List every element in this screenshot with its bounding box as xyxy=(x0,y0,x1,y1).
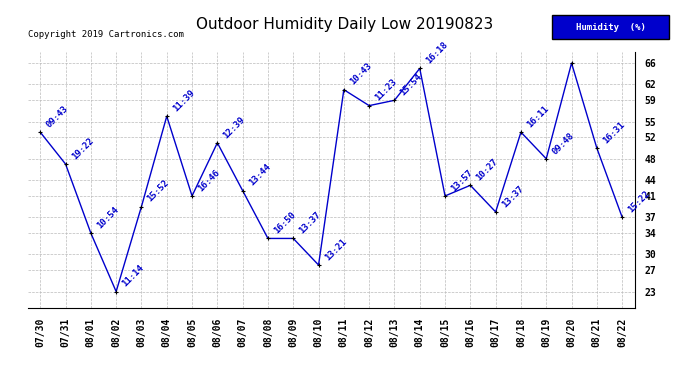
Point xyxy=(515,129,526,135)
Point xyxy=(161,113,172,119)
Text: 15:22: 15:22 xyxy=(627,189,651,214)
Point xyxy=(490,209,501,215)
Text: 10:43: 10:43 xyxy=(348,62,373,87)
Text: 15:52: 15:52 xyxy=(146,178,171,204)
Point xyxy=(262,236,273,242)
Text: 16:31: 16:31 xyxy=(601,120,627,146)
Text: 13:44: 13:44 xyxy=(247,162,272,188)
Point xyxy=(338,87,349,93)
Point xyxy=(60,161,71,167)
Text: 16:50: 16:50 xyxy=(272,210,297,236)
Text: 09:48: 09:48 xyxy=(551,130,575,156)
Point xyxy=(212,140,223,146)
Text: 11:14: 11:14 xyxy=(120,263,146,289)
Text: 09:43: 09:43 xyxy=(44,104,70,129)
Point xyxy=(566,60,577,66)
Point xyxy=(389,97,400,103)
Text: Outdoor Humidity Daily Low 20190823: Outdoor Humidity Daily Low 20190823 xyxy=(197,17,493,32)
Text: 13:37: 13:37 xyxy=(297,210,323,236)
Point xyxy=(288,236,299,242)
Text: 13:57: 13:57 xyxy=(449,168,475,193)
Point xyxy=(364,103,375,109)
Text: 10:54: 10:54 xyxy=(95,205,120,230)
Point xyxy=(136,204,147,210)
Text: 11:23: 11:23 xyxy=(373,78,399,103)
Point xyxy=(541,156,552,162)
Point xyxy=(110,289,121,295)
Point xyxy=(465,182,476,188)
Text: 15:54: 15:54 xyxy=(399,72,424,98)
Text: 11:39: 11:39 xyxy=(171,88,196,114)
Text: Humidity  (%): Humidity (%) xyxy=(575,22,646,32)
Point xyxy=(591,145,602,151)
Text: 12:39: 12:39 xyxy=(221,115,247,140)
Point xyxy=(86,230,97,236)
Point xyxy=(617,214,628,220)
Text: Copyright 2019 Cartronics.com: Copyright 2019 Cartronics.com xyxy=(28,30,184,39)
Text: 13:37: 13:37 xyxy=(500,184,525,209)
Text: 16:11: 16:11 xyxy=(525,104,551,129)
Point xyxy=(34,129,46,135)
Point xyxy=(313,262,324,268)
Point xyxy=(440,193,451,199)
Point xyxy=(414,65,425,71)
Text: 19:22: 19:22 xyxy=(70,136,95,161)
Text: 10:27: 10:27 xyxy=(475,157,500,183)
Point xyxy=(186,193,197,199)
Text: 16:18: 16:18 xyxy=(424,40,449,66)
Text: 13:21: 13:21 xyxy=(323,237,348,262)
Text: 16:46: 16:46 xyxy=(196,168,221,193)
Point xyxy=(237,188,248,194)
